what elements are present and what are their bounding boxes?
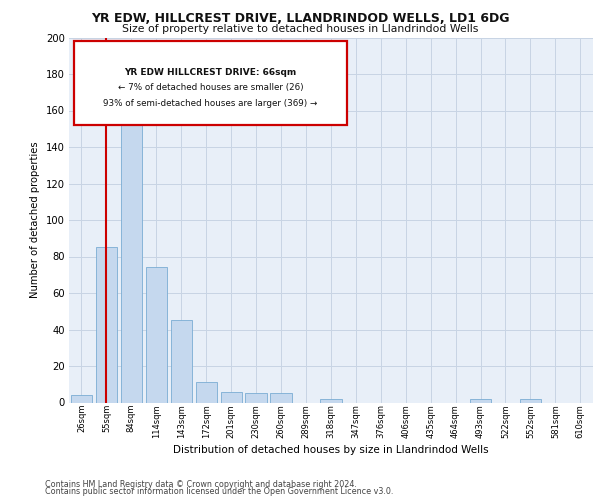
Bar xyxy=(196,382,217,402)
Bar xyxy=(520,399,541,402)
Bar xyxy=(221,392,242,402)
Text: Size of property relative to detached houses in Llandrindod Wells: Size of property relative to detached ho… xyxy=(122,24,478,34)
Text: ← 7% of detached houses are smaller (26): ← 7% of detached houses are smaller (26) xyxy=(118,84,303,92)
Bar xyxy=(271,394,292,402)
Bar xyxy=(320,399,341,402)
X-axis label: Distribution of detached houses by size in Llandrindod Wells: Distribution of detached houses by size … xyxy=(173,445,489,455)
Bar xyxy=(470,399,491,402)
Bar xyxy=(121,102,142,403)
Bar xyxy=(245,394,266,402)
Text: 93% of semi-detached houses are larger (369) →: 93% of semi-detached houses are larger (… xyxy=(103,98,317,108)
Bar xyxy=(146,268,167,402)
Text: Contains public sector information licensed under the Open Government Licence v3: Contains public sector information licen… xyxy=(45,488,394,496)
Bar xyxy=(71,395,92,402)
Bar xyxy=(96,248,117,402)
Bar xyxy=(170,320,192,402)
Text: YR EDW, HILLCREST DRIVE, LLANDRINDOD WELLS, LD1 6DG: YR EDW, HILLCREST DRIVE, LLANDRINDOD WEL… xyxy=(91,12,509,26)
FancyBboxPatch shape xyxy=(74,41,347,125)
Text: Contains HM Land Registry data © Crown copyright and database right 2024.: Contains HM Land Registry data © Crown c… xyxy=(45,480,357,489)
Y-axis label: Number of detached properties: Number of detached properties xyxy=(30,142,40,298)
Text: YR EDW HILLCREST DRIVE: 66sqm: YR EDW HILLCREST DRIVE: 66sqm xyxy=(124,68,296,76)
